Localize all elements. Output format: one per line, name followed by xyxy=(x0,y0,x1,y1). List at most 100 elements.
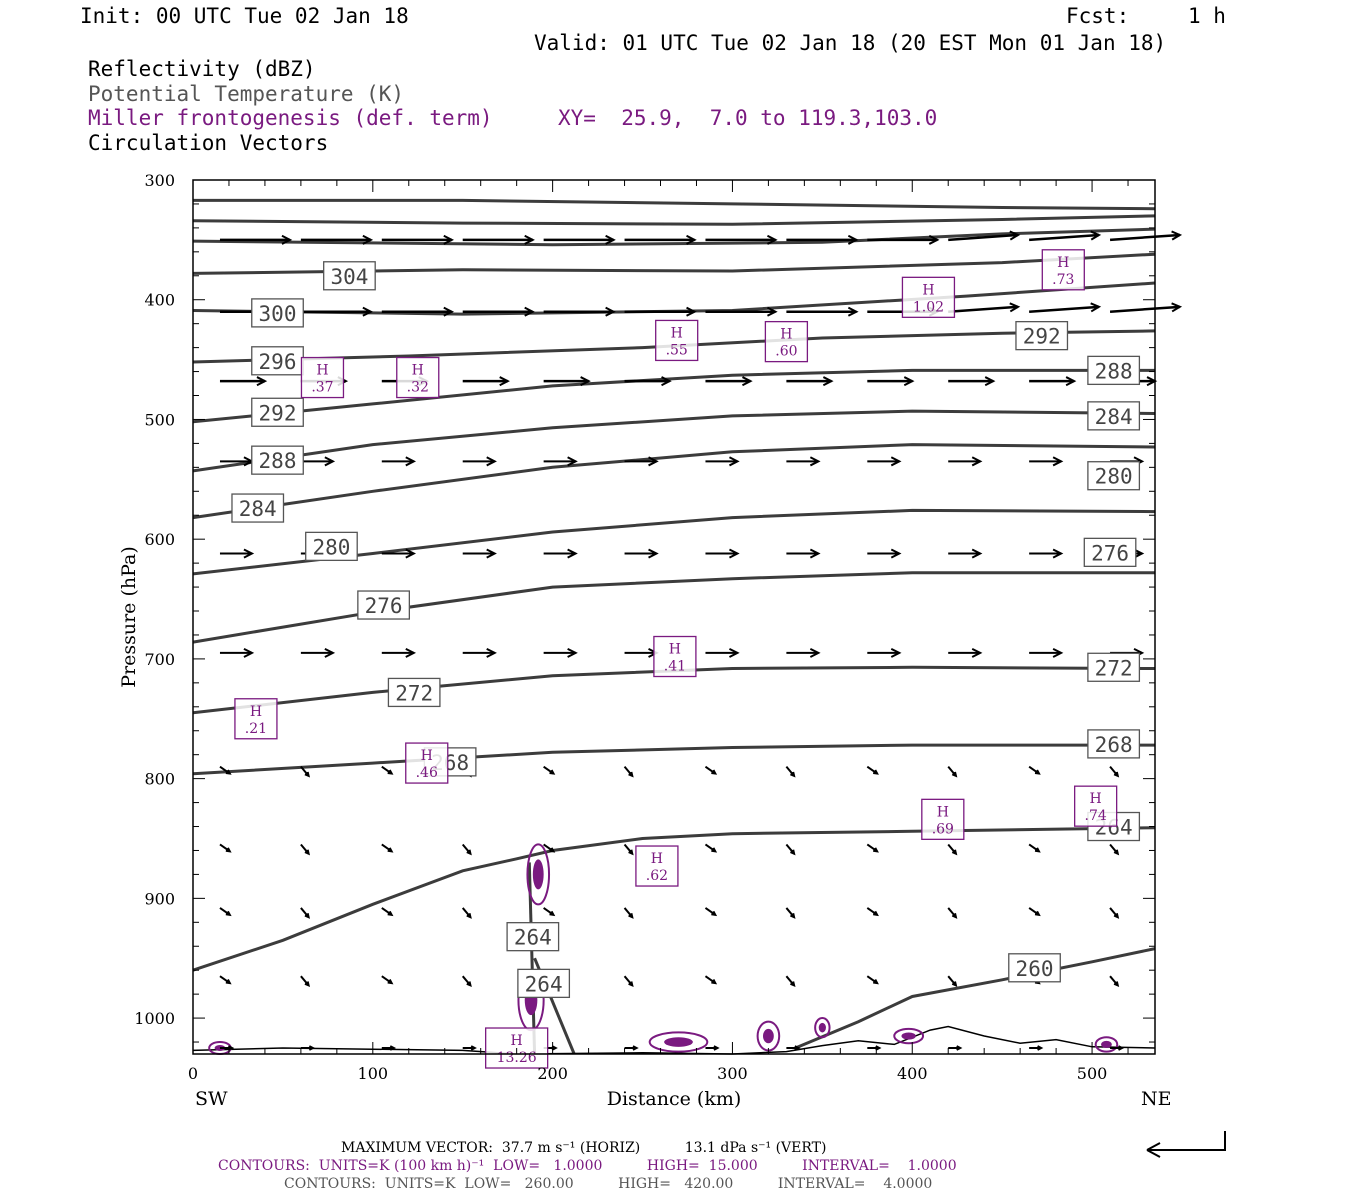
circulation-vector-head xyxy=(499,376,510,387)
frontogenesis-max-box xyxy=(1074,785,1118,827)
circulation-vector-head xyxy=(875,1045,882,1051)
circulation-vector-head xyxy=(304,981,311,988)
circulation-vector xyxy=(1029,233,1100,242)
frontogenesis-contour-info: CONTOURS: UNITS=K (100 km h)⁻¹ LOW= 1.00… xyxy=(218,1158,957,1174)
theta-label-box xyxy=(1087,461,1141,491)
circulation-vector-head xyxy=(686,306,697,317)
circulation-vector-head xyxy=(728,647,740,658)
theta-label: 292 xyxy=(1023,325,1061,349)
circulation-vector-head xyxy=(387,769,394,775)
frontogenesis-max-label: H xyxy=(250,704,262,720)
circulation-vector-head xyxy=(890,548,902,559)
theta-label: 276 xyxy=(365,594,403,618)
frontogenesis-max-value: .32 xyxy=(407,380,429,396)
frontogenesis-max-label: H xyxy=(669,642,681,658)
circulation-vector-head xyxy=(362,306,374,317)
field-frontogenesis: Miller frontogenesis (def. term) xyxy=(88,106,493,130)
circulation-vector-head xyxy=(243,548,255,559)
field-reflectivity: Reflectivity (dBZ) xyxy=(88,57,316,81)
circulation-vector-head xyxy=(628,849,634,856)
terrain-line xyxy=(192,1025,1156,1055)
x-tick-label: 0 xyxy=(188,1064,198,1083)
circulation-vector-head xyxy=(304,913,311,919)
circulation-vector-head xyxy=(1034,769,1041,775)
theta-label-box xyxy=(1083,537,1137,567)
circulation-vector-head xyxy=(628,771,634,778)
theta-label-box xyxy=(251,445,304,475)
y-tick-label: 600 xyxy=(144,530,175,549)
circulation-vector-head xyxy=(686,234,697,245)
frontogenesis-max-box xyxy=(300,356,345,399)
circulation-vector-head xyxy=(873,769,879,775)
circulation-vector xyxy=(1029,305,1100,313)
frontogenesis-core xyxy=(901,1032,916,1040)
theta-label: 280 xyxy=(312,535,350,559)
circulation-vector-head xyxy=(1133,548,1145,559)
circulation-vector-head xyxy=(227,1045,235,1051)
frontogenesis-max-value: .37 xyxy=(311,380,333,396)
theta-contour-264 xyxy=(192,826,1156,972)
frontogenesis-max-box xyxy=(655,319,699,362)
circulation-vector-head xyxy=(648,548,659,559)
circulation-vector-head xyxy=(794,1045,801,1051)
frontogenesis-max-value: .46 xyxy=(416,765,438,781)
circulation-vector-head xyxy=(1113,771,1120,778)
reference-vector-icon xyxy=(1146,1131,1226,1158)
theta-label-box xyxy=(323,261,376,291)
circulation-vector-head xyxy=(470,1045,477,1051)
circulation-vector-head xyxy=(1113,849,1120,856)
circulation-vector xyxy=(1109,305,1180,313)
frontogenesis-core xyxy=(763,1028,774,1044)
theta-label: 304 xyxy=(330,265,368,289)
theta-label-box xyxy=(251,397,304,427)
theta-contour-260 xyxy=(794,947,1156,1050)
frontogenesis-contour xyxy=(648,1031,709,1053)
theta-label-box xyxy=(387,677,441,708)
frontogenesis-max-label: H xyxy=(421,748,433,764)
theta-contour-info: CONTOURS: UNITS=K LOW= 260.00 HIGH= 420.… xyxy=(284,1176,933,1192)
circulation-vector-head xyxy=(1009,302,1021,313)
forecast-hour: 1 h xyxy=(1188,4,1226,28)
theta-label: 272 xyxy=(395,681,433,705)
theta-label: 260 xyxy=(1016,957,1054,981)
circulation-vector-head xyxy=(971,456,983,467)
circulation-vector xyxy=(948,233,1019,242)
theta-label-box xyxy=(1015,320,1069,351)
circulation-vector xyxy=(948,305,1019,313)
circulation-vector xyxy=(1109,233,1180,242)
circulation-vector-head xyxy=(790,981,796,988)
theta-contour-308 xyxy=(192,214,1156,226)
y-tick-label: 300 xyxy=(144,171,175,190)
circulation-vector-head xyxy=(1009,230,1021,241)
frontogenesis-core xyxy=(1101,1040,1112,1049)
circulation-vector-head xyxy=(628,981,634,988)
frontogenesis-max-box xyxy=(901,276,956,318)
circulation-vector-head xyxy=(873,910,879,917)
x-axis-title: Distance (km) xyxy=(607,1088,742,1110)
circulation-vector-head xyxy=(387,847,394,853)
circulation-vector-head xyxy=(1090,302,1102,313)
circulation-vector-head xyxy=(362,234,374,245)
circulation-vector-head xyxy=(605,306,616,317)
circulation-vector-head xyxy=(890,647,902,658)
circulation-vector-head xyxy=(766,306,778,317)
circulation-vector-head xyxy=(466,981,472,988)
circulation-vector-head xyxy=(549,847,556,853)
frontogenesis-max-box xyxy=(764,320,809,363)
field-potential-temperature: Potential Temperature (K) xyxy=(88,82,405,106)
circulation-vector-head xyxy=(873,847,879,853)
circulation-vector-head xyxy=(1037,1045,1044,1051)
circulation-vector-head xyxy=(1118,1045,1125,1051)
circulation-vector-head xyxy=(741,376,753,387)
theta-label: 288 xyxy=(1095,359,1133,383)
x-end-label-right: NE xyxy=(1141,1088,1172,1110)
frontogenesis-max-label: H xyxy=(412,363,424,379)
theta-label-box xyxy=(517,968,571,999)
circulation-vector-head xyxy=(951,913,958,919)
circulation-vector-head xyxy=(567,548,578,559)
y-tick-label: 400 xyxy=(144,291,175,310)
circulation-vector-head xyxy=(486,647,497,658)
circulation-vector-head xyxy=(466,849,472,856)
frontogenesis-contour xyxy=(1094,1036,1119,1053)
